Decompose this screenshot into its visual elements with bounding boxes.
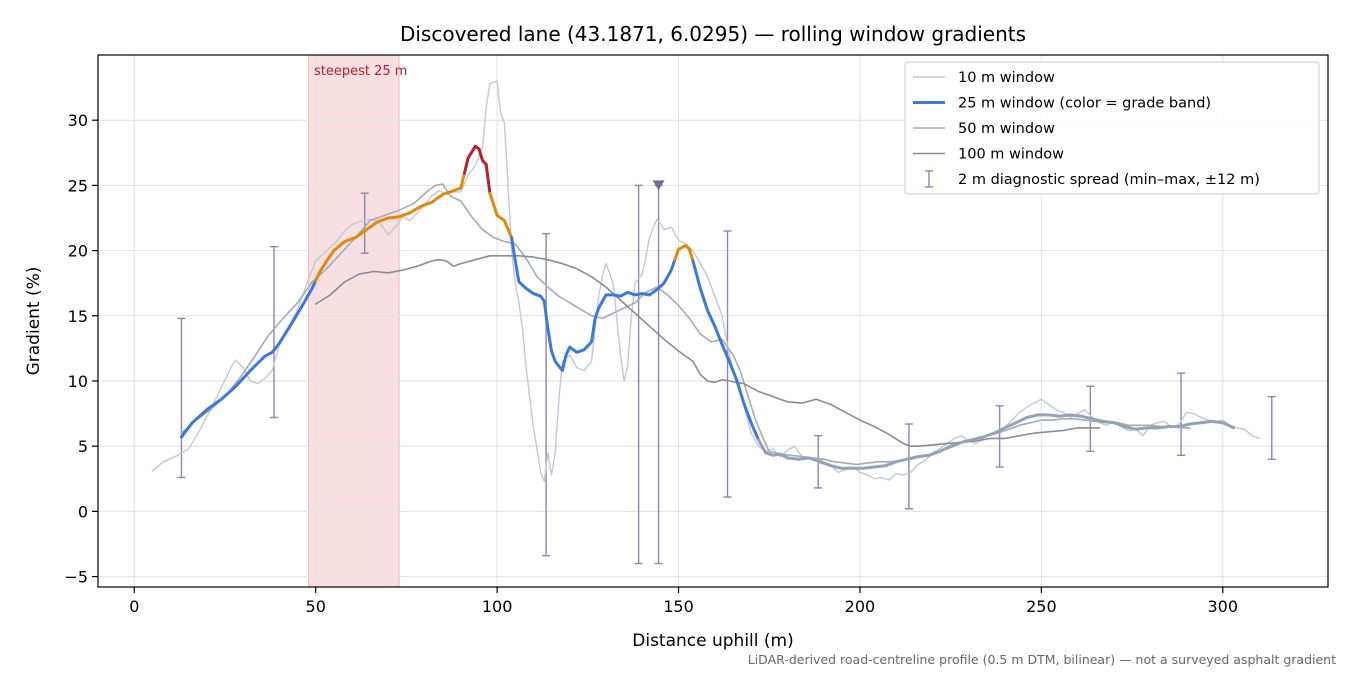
- legend-box: [904, 61, 1320, 195]
- x-tick-label: 300: [1208, 597, 1239, 616]
- diagnostic-bar: [1177, 372, 1186, 457]
- series-line-25m-segment: [463, 144, 492, 195]
- series-line-25m-segment: [756, 413, 1236, 470]
- y-tick-label: 20: [68, 242, 88, 261]
- y-tick-label: 25: [68, 176, 88, 195]
- x-tick-label: 250: [1026, 597, 1057, 616]
- y-tick-label: 15: [68, 307, 88, 326]
- legend-entry: 10 m window: [913, 70, 1055, 86]
- legend-entry: 25 m window (color = grade band): [913, 96, 1211, 112]
- steepest-band: [307, 54, 400, 588]
- marker-triangle: [652, 180, 665, 191]
- diagnostic-bar: [177, 317, 186, 479]
- legend-label: 50 m window: [958, 121, 1055, 137]
- legend-entry: 50 m window: [913, 121, 1055, 137]
- series-line-25m-segment: [691, 259, 760, 442]
- legend-entry: 100 m window: [913, 147, 1064, 163]
- legend-label: 25 m window (color = grade band): [958, 96, 1211, 112]
- diagnostic-bar: [904, 423, 913, 510]
- series-line-25m-segment: [488, 191, 514, 239]
- x-tick-label: 100: [482, 597, 513, 616]
- legend-label: 2 m diagnostic spread (min–max, ±12 m): [958, 172, 1260, 188]
- legend-entry: 2 m diagnostic spread (min–max, ±12 m): [925, 170, 1260, 188]
- series-line-25m-segment: [673, 243, 695, 263]
- series-line-25m-segment: [314, 171, 466, 283]
- series-line-100m: [314, 255, 1101, 447]
- y-tick-label: 10: [68, 372, 88, 391]
- y-tick-label: 30: [68, 111, 88, 130]
- diagnostic-bar: [1267, 395, 1276, 460]
- diagnostic-bar: [360, 192, 369, 254]
- x-tick-label: 50: [306, 597, 326, 616]
- series-line-10m: [151, 80, 1260, 483]
- series-line-50m: [180, 183, 1191, 466]
- plot-frame: [97, 54, 1329, 588]
- steepest-label: steepest 25 m: [314, 64, 407, 79]
- series-line-25m-segment: [510, 236, 677, 372]
- y-tick-label: −5: [64, 568, 88, 587]
- chart-title: Discovered lane (43.1871, 6.0295) — roll…: [400, 22, 1026, 46]
- series-lines: [151, 80, 1260, 483]
- diagnostic-bar: [634, 184, 643, 565]
- x-axis-label: Distance uphill (m): [632, 631, 793, 651]
- legend: 10 m window 25 m window (color = grade ba…: [904, 61, 1320, 195]
- diagnostic-bar: [654, 184, 663, 565]
- diagnostic-bar: [723, 230, 732, 498]
- diagnostic-spread: [177, 184, 1276, 565]
- x-tick-label: 150: [663, 597, 694, 616]
- peak-marker: [652, 180, 665, 191]
- diagnostic-bar: [542, 232, 551, 557]
- diagnostic-bar: [995, 405, 1004, 468]
- steepest-highlight: [307, 54, 400, 588]
- y-tick-label: 0: [78, 502, 88, 521]
- y-axis-label: Gradient (%): [24, 267, 44, 376]
- y-tick-label: 5: [78, 437, 88, 456]
- legend-label: 100 m window: [958, 147, 1064, 163]
- series-line-25m-segment: [180, 279, 318, 439]
- diagnostic-bar: [269, 245, 278, 419]
- x-tick-label: 0: [129, 597, 139, 616]
- legend-label: 10 m window: [958, 70, 1055, 86]
- axis-ticks: 0 50 100 150 200 250 300 −5 0 5 10 15 20 25 30: [64, 111, 1238, 616]
- footnote: LiDAR-derived road-centreline profile (0…: [748, 652, 1336, 667]
- x-tick-label: 200: [845, 597, 876, 616]
